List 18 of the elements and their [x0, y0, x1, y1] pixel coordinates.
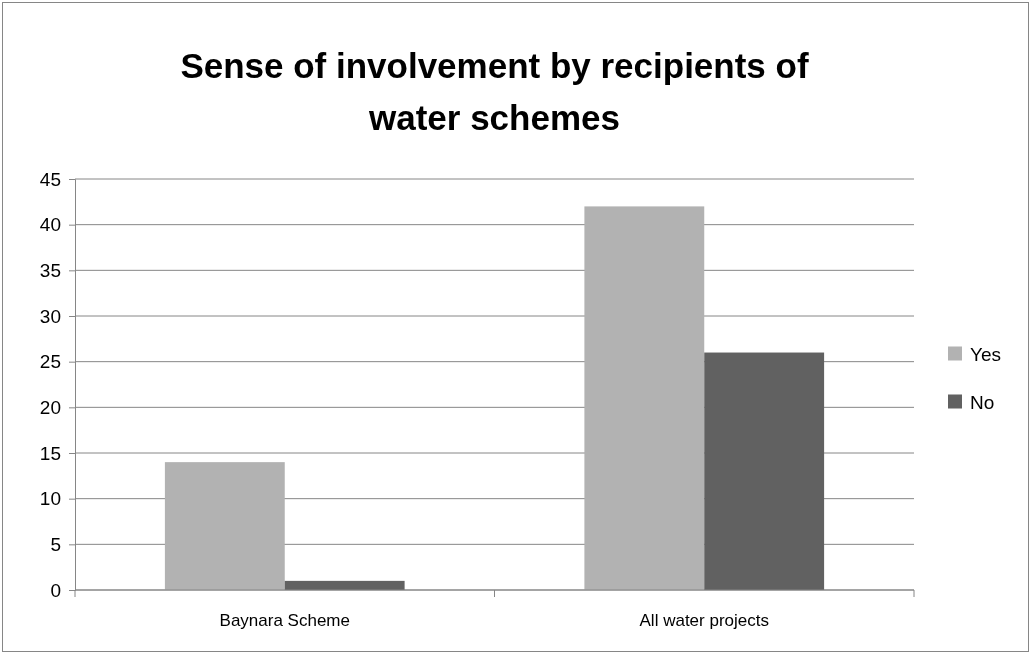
- y-tick-label: 40: [39, 214, 61, 236]
- x-tick-label: Baynara Scheme: [219, 611, 350, 630]
- y-tick-label: 20: [39, 396, 61, 418]
- y-tick-label: 15: [39, 442, 61, 464]
- bar: [584, 206, 705, 590]
- y-tick-label: 0: [50, 579, 61, 601]
- y-tick-label: 25: [39, 351, 61, 373]
- y-tick-label: 45: [39, 168, 61, 190]
- legend-label: Yes: [970, 343, 1001, 365]
- bar: [704, 352, 825, 590]
- y-tick-label: 5: [50, 533, 61, 555]
- bar: [164, 462, 285, 590]
- legend-label: No: [970, 391, 995, 413]
- y-tick-label: 30: [39, 305, 61, 327]
- y-tick-label: 10: [39, 488, 61, 510]
- chart-title: Sense of involvement by recipients of water schemes: [180, 46, 809, 137]
- x-tick-label: All water projects: [639, 611, 769, 630]
- y-tick-label: 35: [39, 259, 61, 281]
